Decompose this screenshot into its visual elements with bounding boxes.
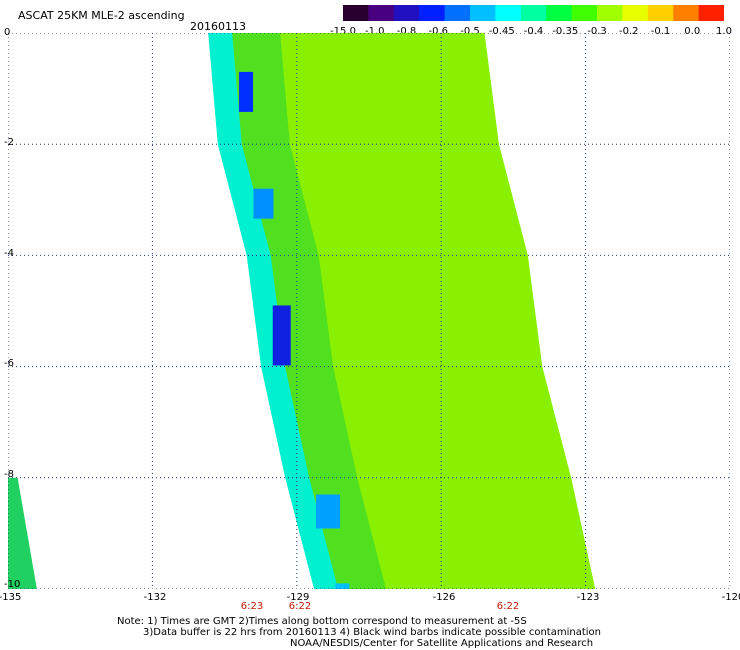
y-tick-label: -4 [4,248,14,259]
colorbar-label: -0.2 [618,26,639,37]
colorbar-label: -0.45 [488,26,515,37]
y-tick-label: -6 [4,358,14,369]
y-tick-label: -2 [4,137,14,148]
western-swath-strip [8,477,37,589]
x-tick-label: -126 [432,592,456,603]
colorbar-label: 1.0 [716,26,732,37]
colorbar-swatch [673,5,700,21]
x-tick-label: -132 [143,592,167,603]
low-value-patch [316,494,341,529]
colorbar-swatch [495,5,522,21]
colorbar-swatch [393,5,420,21]
colorbar-swatch [647,5,674,21]
colorbar-swatch [698,5,724,21]
colorbar-swatch [520,5,547,21]
colorbar-swatch [470,5,496,21]
colorbar-label: -15.0 [330,26,356,37]
low-value-patch [272,305,291,366]
x-tick-label: -123 [576,592,600,603]
swath-green-band [220,33,387,589]
footer-note-1: Note: 1) Times are GMT 2)Times along bot… [117,616,527,627]
colorbar-label: -0.5 [460,26,480,37]
colorbar-label: -0.3 [587,26,607,37]
colorbar-label: -0.1 [650,26,671,37]
x-tick-label: -135 [0,592,22,603]
colorbar-label: -0.35 [552,26,579,37]
colorbar-swatch [444,5,471,21]
y-tick-label: -10 [4,579,21,590]
colorbar-label: -0.6 [428,26,449,37]
colorbar-swatch [368,5,395,21]
low-value-patch [335,583,350,589]
x-tick-label: -129 [286,592,310,603]
map-date: 20160113 [190,20,246,33]
time-label: 6:22 [288,601,312,612]
y-tick-label: 0 [4,27,11,38]
footer-note-2: 3)Data buffer is 22 hrs from 20160113 4)… [143,627,601,638]
colorbar-swatch [622,5,649,21]
colorbar-swatch [546,5,573,21]
colorbar-swatch [571,5,598,21]
colorbar-swatch [419,5,446,21]
time-label: 6:23 [240,601,264,612]
map-title: ASCAT 25KM MLE-2 ascending [18,9,185,22]
footer-note-3: NOAA/NESDIS/Center for Satellite Applica… [290,638,594,649]
colorbar-label: -1.0 [364,26,385,37]
time-label: 6:22 [496,601,520,612]
y-tick-label: -8 [4,469,14,480]
colorbar-swatch [597,5,623,21]
map-plot-area [8,33,730,589]
colorbar [343,5,724,21]
x-tick-label: -120 [721,592,740,603]
low-value-patch [253,188,274,219]
colorbar-label: -0.8 [396,26,417,37]
colorbar-swatch [343,5,369,21]
colorbar-label: 0.0 [684,26,701,37]
colorbar-label: -0.4 [523,26,544,37]
low-value-patch [239,71,254,112]
